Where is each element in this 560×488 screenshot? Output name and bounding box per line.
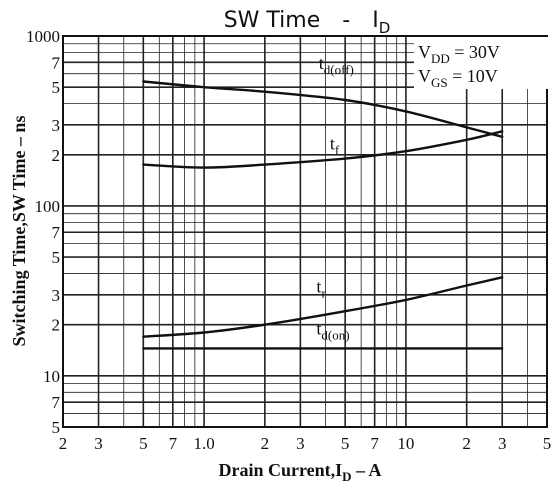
y-tick-label: 2 <box>52 316 61 335</box>
y-axis-label: Switching Time,SW Time – ns <box>9 116 29 347</box>
y-tick-label: 5 <box>52 418 61 437</box>
curve-labels: td(off) tf tr td(on) <box>316 53 354 343</box>
x-tick-label: 3 <box>94 434 103 453</box>
condition-vdd: VDD = 30V <box>418 42 500 66</box>
condition-box <box>414 37 550 89</box>
x-tick-label: 10 <box>397 434 414 453</box>
x-tick-label: 7 <box>169 434 178 453</box>
chart-title-sep: - <box>342 8 350 33</box>
y-tick-label: 5 <box>52 78 61 97</box>
condition-vgs: VGS = 10V <box>418 66 498 90</box>
x-tick-label: 2 <box>261 434 270 453</box>
series-label-t_r: tr <box>316 276 326 300</box>
x-tick-label: 3 <box>296 434 305 453</box>
curves <box>142 80 504 350</box>
y-tick-label: 1000 <box>26 27 60 46</box>
y-tick-label: 7 <box>52 223 61 242</box>
series-label-t_d(on): td(on) <box>316 319 349 343</box>
series-label-t_f: tf <box>330 133 340 157</box>
x-tick-label: 5 <box>139 434 148 453</box>
series-line-t_r <box>142 276 504 338</box>
tick-labels: 2 3 5 7 1.0 2 3 5 7 10 2 3 5 1000 7 5 3 2 100 7 5 3 2 10 7 5 <box>26 27 551 453</box>
x-tick-label: 1.0 <box>193 434 214 453</box>
series-line-t_f <box>142 130 504 169</box>
series-line-t_d(off) <box>142 80 504 138</box>
chart-title: SW Time - ID <box>224 8 391 37</box>
y-tick-label: 10 <box>43 367 60 386</box>
plot-frame <box>62 35 548 428</box>
y-tick-label: 7 <box>52 393 61 412</box>
x-tick-label: 2 <box>59 434 68 453</box>
series-label-t_d(off): td(off) <box>319 53 354 77</box>
chart-title-subscript: D <box>379 19 391 37</box>
x-tick-label: 3 <box>498 434 507 453</box>
y-tick-label: 100 <box>35 197 61 216</box>
x-tick-label: 7 <box>370 434 379 453</box>
y-tick-label: 5 <box>52 248 61 267</box>
y-tick-label: 2 <box>52 146 61 165</box>
x-tick-label: 2 <box>462 434 471 453</box>
x-axis-label: Drain Current,ID – A <box>218 460 381 484</box>
y-tick-label: 3 <box>52 286 61 305</box>
x-tick-label: 5 <box>341 434 350 453</box>
x-tick-label: 5 <box>543 434 552 453</box>
chart-title-symbol: I <box>372 8 379 33</box>
chart-title-main: SW Time <box>224 8 321 33</box>
y-tick-label: 3 <box>52 116 61 135</box>
y-tick-label: 7 <box>52 53 61 72</box>
